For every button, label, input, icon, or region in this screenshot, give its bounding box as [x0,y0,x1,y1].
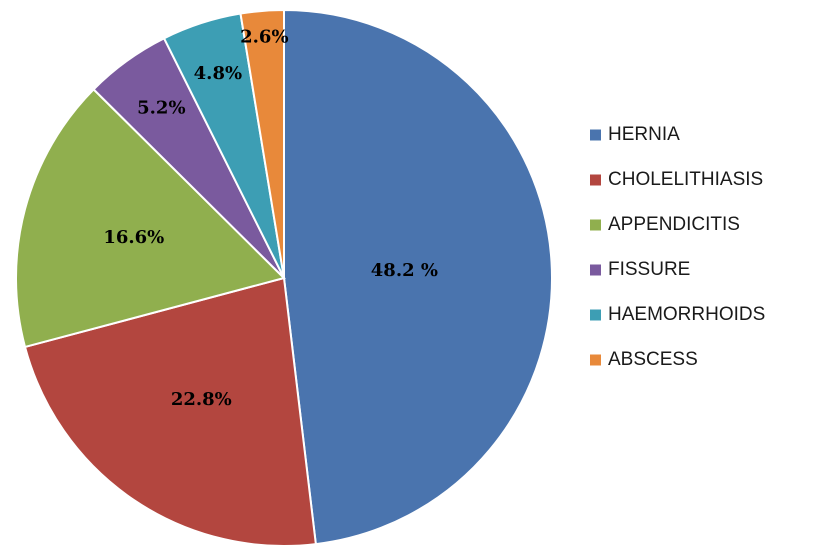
legend-swatch-hernia [590,129,601,141]
legend: HERNIA CHOLELITHIASIS APPENDICITIS FISSURE H… [590,124,765,370]
legend-label-abscess: ABSCESS [608,349,698,370]
pie-slice-hernia [283,8,553,546]
legend-label-cholelithiasis: CHOLELITHIASIS [608,169,763,190]
legend-swatch-fissure [590,264,601,276]
legend-label-haemorrhoids: HAEMORRHOIDS [608,304,765,325]
data-label-hernia: 48.2 % [371,260,438,281]
data-label-cholelithiasis: 22.8% [171,389,232,410]
pie-slice-abscess [239,8,285,279]
legend-swatch-abscess [590,354,601,366]
legend-item-haemorrhoids: HAEMORRHOIDS [590,304,765,325]
legend-swatch-appendicitis [590,219,601,231]
pie-slices [15,8,553,547]
legend-label-fissure: FISSURE [608,259,690,280]
legend-label-hernia: HERNIA [608,124,680,145]
legend-item-fissure: FISSURE [590,259,690,280]
legend-label-appendicitis: APPENDICITIS [608,214,740,235]
legend-swatch-cholelithiasis [590,174,601,186]
legend-item-abscess: ABSCESS [590,349,698,370]
legend-item-appendicitis: APPENDICITIS [590,214,740,235]
legend-item-cholelithiasis: CHOLELITHIASIS [590,169,763,190]
pie-data-labels: 48.2 % 22.8% 16.6% 5.2% 4.8% 2.6% [103,27,438,410]
data-label-appendicitis: 16.6% [103,227,164,248]
pie-slice-cholelithiasis [23,276,317,547]
data-label-fissure: 5.2% [137,98,185,119]
pie-slice-appendicitis [15,87,286,349]
legend-item-hernia: HERNIA [590,124,680,145]
data-label-haemorrhoids: 4.8% [194,63,242,84]
legend-swatch-haemorrhoids [590,309,601,321]
data-label-abscess: 2.6% [240,27,288,48]
